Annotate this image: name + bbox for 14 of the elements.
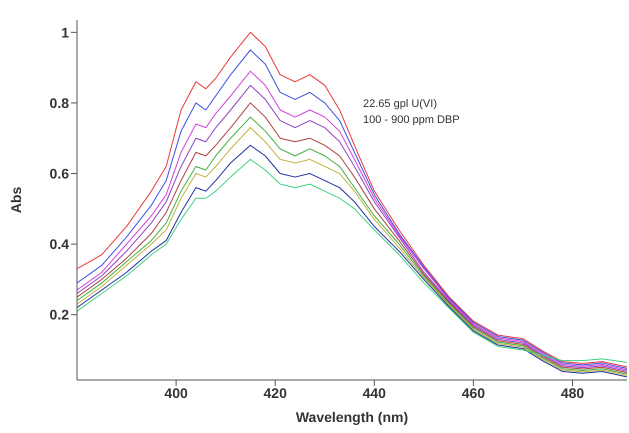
x-axis-title: Wavelength (nm) (296, 409, 408, 425)
y-tick-label: 0.4 (50, 236, 70, 252)
x-tick-label: 460 (462, 384, 486, 401)
y-tick-label: 1 (61, 24, 70, 40)
annotation: 22.65 gpl U(VI) (363, 97, 438, 112)
annotation: 100 - 900 ppm DBP (363, 113, 460, 128)
x-tick-label: 480 (560, 384, 584, 401)
x-tick-label: 420 (264, 384, 288, 401)
x-tick-label: 400 (164, 384, 188, 401)
x-tick-label: 440 (362, 384, 386, 401)
y-tick-label: 0.6 (50, 166, 70, 182)
y-tick-label: 0.2 (50, 306, 70, 323)
y-tick-label: 0.8 (50, 94, 70, 111)
y-axis-title: Abs (8, 186, 24, 214)
